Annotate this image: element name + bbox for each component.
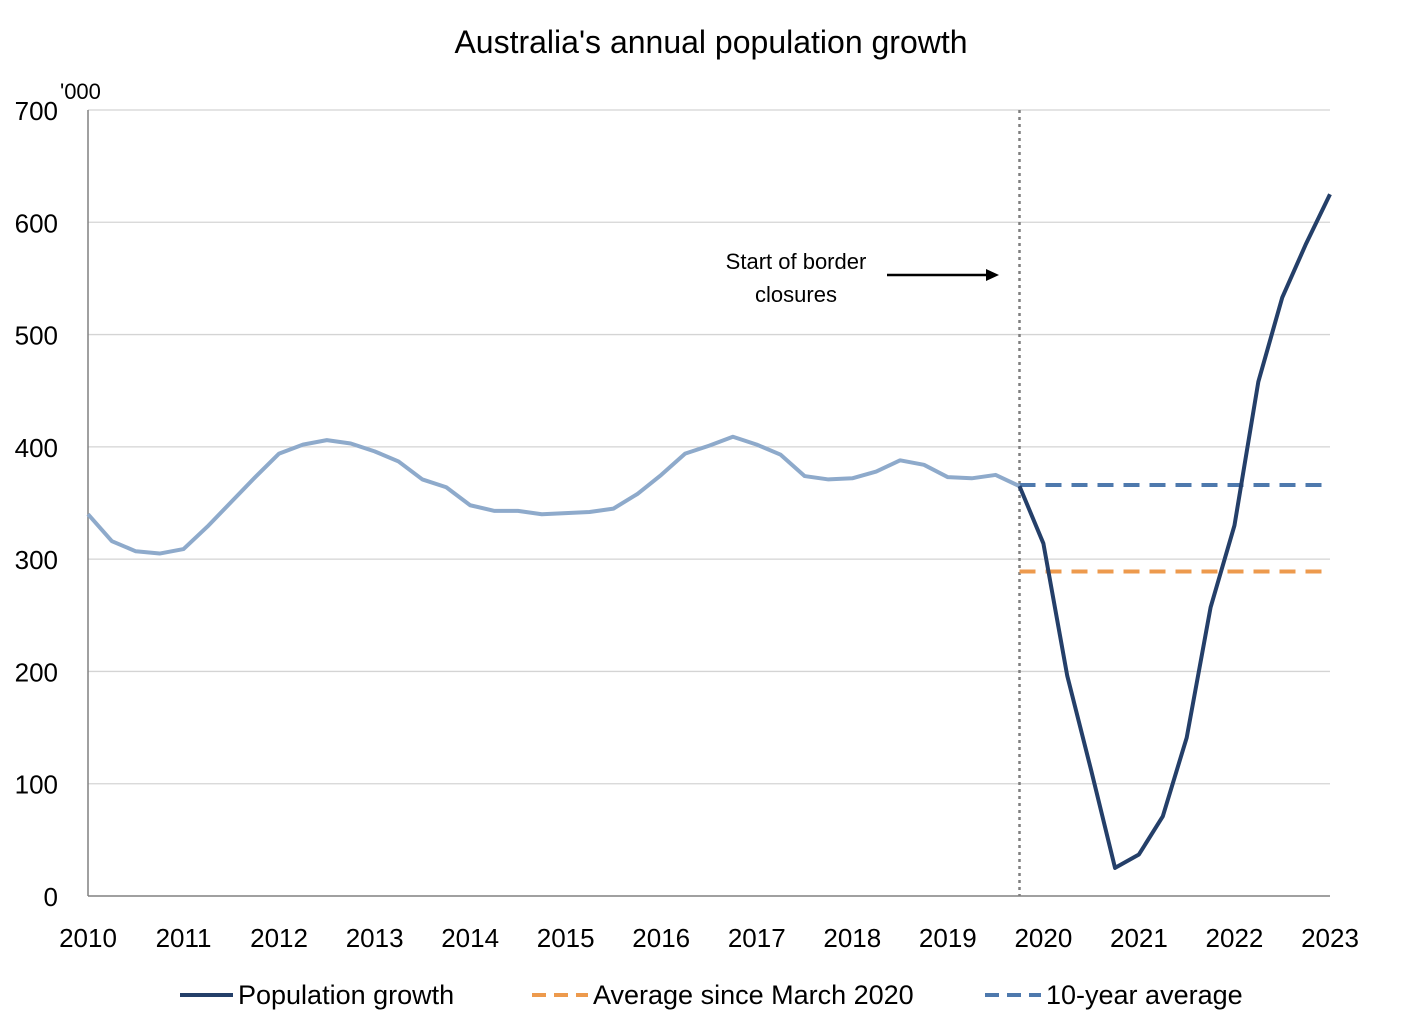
series-line-population-growth xyxy=(1017,193,1332,870)
legend-label-population-growth: Population growth xyxy=(238,980,454,1010)
y-tick-label-700: 700 xyxy=(15,96,58,126)
y-tick-label-500: 500 xyxy=(15,321,58,351)
y-tick-label-300: 300 xyxy=(15,545,58,575)
y-axis-tick-labels: 0 100 200 300 400 500 600 700 xyxy=(15,96,58,912)
x-tick-label-2018: 2018 xyxy=(823,923,881,953)
x-tick-label-2011: 2011 xyxy=(156,923,212,953)
x-tick-label-2012: 2012 xyxy=(250,923,308,953)
y-tick-label-100: 100 xyxy=(15,770,58,800)
y-tick-label-600: 600 xyxy=(15,208,58,238)
x-tick-label-2016: 2016 xyxy=(632,923,690,953)
annotation-arrow-head xyxy=(986,269,999,281)
x-tick-label-2015: 2015 xyxy=(537,923,595,953)
x-tick-label-2010: 2010 xyxy=(59,923,117,953)
y-tick-label-200: 200 xyxy=(15,657,58,687)
x-tick-label-2021: 2021 xyxy=(1110,923,1168,953)
border-closure-annotation: Start of border closures xyxy=(726,249,999,307)
x-tick-label-2019: 2019 xyxy=(919,923,977,953)
x-axis-tick-labels: 2010 2011 2012 2013 2014 2015 2016 2017 2018 2019… xyxy=(59,923,1359,953)
series-line-population-growth-pre-2020 xyxy=(86,434,1021,556)
x-tick-label-2022: 2022 xyxy=(1206,923,1264,953)
annotation-line-2: closures xyxy=(755,282,837,307)
x-tick-label-2014: 2014 xyxy=(441,923,499,953)
x-tick-label-2017: 2017 xyxy=(728,923,786,953)
chart-title: Australia's annual population growth xyxy=(454,24,967,60)
annotation-line-1: Start of border xyxy=(726,249,867,274)
legend-label-10-year-average: 10-year average xyxy=(1046,980,1243,1010)
y-unit-label: '000 xyxy=(60,79,101,104)
y-tick-label-0: 0 xyxy=(44,882,58,912)
legend: Population growth Average since March 20… xyxy=(180,980,1243,1010)
axes xyxy=(87,110,1330,897)
x-tick-label-2013: 2013 xyxy=(346,923,404,953)
series-lines xyxy=(86,193,1332,870)
y-tick-label-400: 400 xyxy=(15,433,58,463)
x-tick-label-2020: 2020 xyxy=(1014,923,1072,953)
x-tick-label-2023: 2023 xyxy=(1301,923,1359,953)
legend-label-average-since-march-2020: Average since March 2020 xyxy=(593,980,914,1010)
